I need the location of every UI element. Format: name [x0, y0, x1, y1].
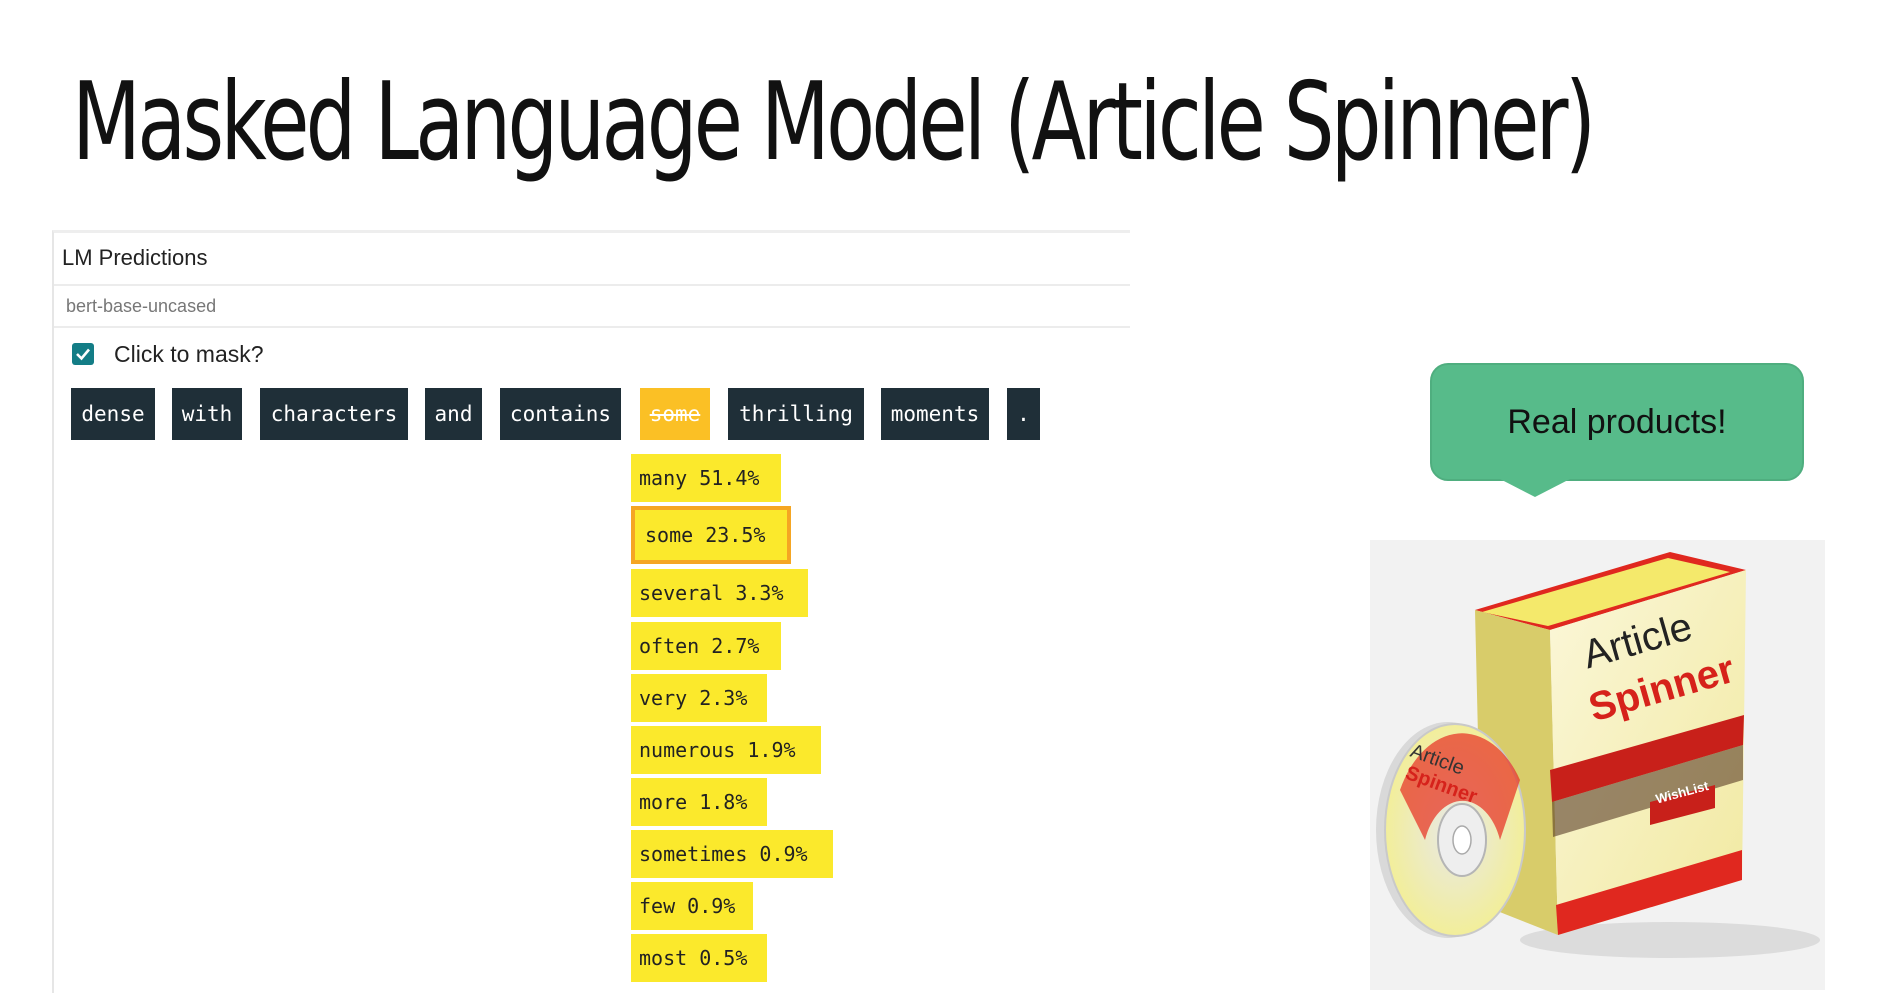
panel-title: LM Predictions: [62, 245, 208, 270]
token-thrilling[interactable]: thrilling: [728, 388, 864, 440]
token-moments[interactable]: moments: [881, 388, 989, 440]
mask-checkbox[interactable]: [72, 343, 94, 365]
token-period[interactable]: .: [1007, 388, 1040, 440]
prediction-item[interactable]: numerous 1.9%: [631, 726, 821, 774]
checkmark-icon: [76, 348, 90, 361]
token-contains[interactable]: contains: [500, 388, 621, 440]
model-name: bert-base-uncased: [66, 296, 217, 316]
prediction-item[interactable]: very 2.3%: [631, 674, 767, 722]
mask-checkbox-label: Click to mask?: [114, 341, 264, 367]
slide-title: Masked Language Model (Article Spinner): [72, 60, 1596, 185]
product-box-illustration: [1376, 552, 1820, 958]
prediction-item[interactable]: several 3.3%: [631, 569, 808, 617]
token-with[interactable]: with: [172, 388, 242, 440]
lm-predictions-panel: LM Predictions bert-base-uncased Click t…: [52, 230, 1130, 993]
model-selector[interactable]: bert-base-uncased: [54, 284, 1130, 328]
callout-tail: [1500, 479, 1570, 497]
prediction-item[interactable]: sometimes 0.9%: [631, 830, 833, 878]
prediction-item[interactable]: few 0.9%: [631, 882, 753, 930]
prediction-item[interactable]: many 51.4%: [631, 454, 781, 502]
prediction-item-selected[interactable]: some 23.5%: [631, 506, 791, 564]
token-characters[interactable]: characters: [260, 388, 408, 440]
callout-text: Real products!: [1507, 403, 1727, 441]
article-spinner-product-image: Article Spinner Article Spinner WishList: [1370, 540, 1825, 990]
token-and[interactable]: and: [425, 388, 482, 440]
token-dense[interactable]: dense: [71, 388, 155, 440]
prediction-item[interactable]: more 1.8%: [631, 778, 767, 826]
prediction-item[interactable]: most 0.5%: [631, 934, 767, 982]
prediction-item[interactable]: often 2.7%: [631, 622, 781, 670]
token-some-masked[interactable]: some: [640, 388, 710, 440]
callout-bubble: Real products!: [1430, 363, 1804, 481]
